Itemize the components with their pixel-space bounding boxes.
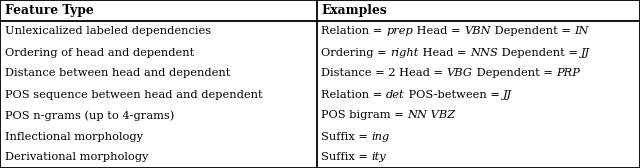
- Text: Head =: Head =: [413, 27, 464, 36]
- Text: Unlexicalized labeled dependencies: Unlexicalized labeled dependencies: [5, 27, 211, 36]
- Text: Suffix =: Suffix =: [321, 153, 372, 162]
- Text: Ordering of head and dependent: Ordering of head and dependent: [5, 48, 195, 57]
- Text: VBN: VBN: [464, 27, 491, 36]
- Text: POS-between =: POS-between =: [404, 90, 503, 99]
- Text: VBG: VBG: [447, 69, 473, 78]
- Text: NNS: NNS: [470, 48, 498, 57]
- Text: IN: IN: [574, 27, 589, 36]
- Text: JJ: JJ: [503, 90, 512, 99]
- Text: Derivational morphology: Derivational morphology: [5, 153, 148, 162]
- Text: Feature Type: Feature Type: [5, 4, 94, 17]
- Text: Head =: Head =: [419, 48, 470, 57]
- Text: POS bigram =: POS bigram =: [321, 111, 408, 120]
- Text: Dependent =: Dependent =: [491, 27, 574, 36]
- Text: POS sequence between head and dependent: POS sequence between head and dependent: [5, 90, 263, 99]
- Text: Distance = 2 Head =: Distance = 2 Head =: [321, 69, 447, 78]
- Text: prep: prep: [386, 27, 413, 36]
- Text: ing: ing: [372, 132, 390, 141]
- Text: Examples: Examples: [321, 4, 387, 17]
- Text: right: right: [390, 48, 419, 57]
- Text: Relation =: Relation =: [321, 90, 386, 99]
- Text: POS n-grams (up to 4-grams): POS n-grams (up to 4-grams): [5, 110, 175, 121]
- Text: det: det: [386, 90, 404, 99]
- Text: Relation =: Relation =: [321, 27, 386, 36]
- Text: ity: ity: [372, 153, 387, 162]
- Text: Dependent =: Dependent =: [473, 69, 556, 78]
- Text: JJ: JJ: [581, 48, 590, 57]
- Text: PRP: PRP: [556, 69, 580, 78]
- Text: NN VBZ: NN VBZ: [408, 111, 456, 120]
- Text: Suffix =: Suffix =: [321, 132, 372, 141]
- Text: Ordering =: Ordering =: [321, 48, 390, 57]
- Text: Distance between head and dependent: Distance between head and dependent: [5, 69, 230, 78]
- Text: Inflectional morphology: Inflectional morphology: [5, 132, 143, 141]
- Text: Dependent =: Dependent =: [498, 48, 581, 57]
